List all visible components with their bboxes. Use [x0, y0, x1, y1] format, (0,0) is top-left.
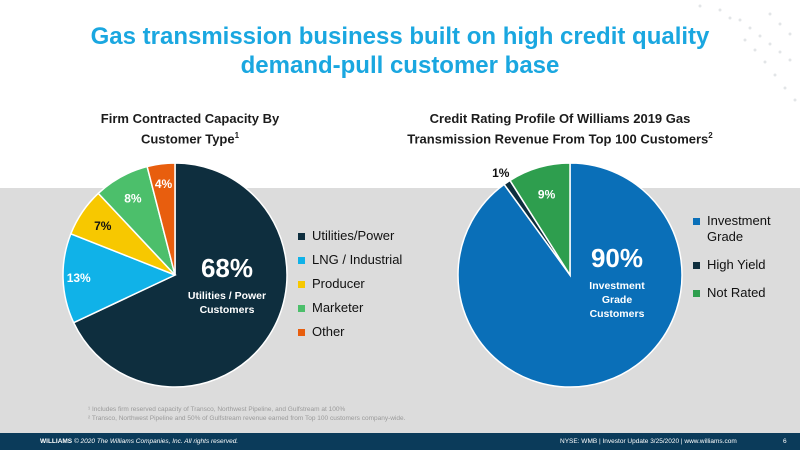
credit-rating-pie-chart: 1% 9% 90% Investment Grade Customers — [457, 162, 683, 388]
legend-label: LNG / Industrial — [312, 252, 403, 267]
center-label-2: Grade — [602, 294, 633, 306]
slice-value-label: 9% — [538, 187, 556, 201]
slice-value-label: 4% — [155, 177, 173, 191]
legend-swatch — [693, 262, 700, 269]
center-value: 68% — [201, 253, 253, 283]
left-chart-title-text: Firm Contracted Capacity By Customer Typ… — [100, 111, 280, 147]
legend-swatch — [298, 233, 305, 240]
left-chart-title-superscript: 1 — [234, 131, 240, 140]
customer-type-legend: Utilities/Power LNG / Industrial Producer M… — [298, 228, 402, 348]
slice-value-label: 8% — [124, 191, 142, 205]
center-label-1: Investment — [589, 280, 645, 292]
pie-slice-other — [146, 162, 176, 276]
pie-slice-not-rated — [508, 162, 571, 278]
legend-item: Marketer — [298, 300, 402, 316]
legend-swatch — [298, 329, 305, 336]
footer-bar: WILLIAMS © 2020 The Williams Companies, … — [0, 433, 800, 450]
right-chart-title-superscript: 2 — [708, 131, 713, 140]
legend-item: Other — [298, 324, 402, 340]
legend-item: LNG / Industrial — [298, 252, 402, 268]
page-title-line2: demand-pull customer base — [240, 52, 560, 79]
legend-label: Other — [312, 324, 345, 339]
legend-item: Not Rated — [693, 285, 793, 301]
center-label-1: Utilities / Power — [188, 290, 266, 302]
center-value: 90% — [591, 243, 643, 273]
footnote-1: ¹ Includes firm reserved capacity of Tra… — [88, 406, 346, 413]
page-title-line1: Gas transmission business built on high … — [90, 23, 710, 50]
legend-swatch — [693, 218, 700, 225]
slice-value-label: 1% — [492, 166, 510, 180]
footer-brand: WILLIAMS — [40, 438, 73, 445]
footer-copyright: © 2020 The Williams Companies, Inc. All … — [73, 438, 239, 445]
pie-slice-lng-industrial — [62, 232, 177, 324]
legend-label: Not Rated — [707, 285, 766, 300]
footnotes: ¹ Includes firm reserved capacity of Tra… — [88, 405, 405, 423]
right-chart-title: Credit Rating Profile Of Williams 2019 G… — [395, 110, 725, 147]
legend-item: Producer — [298, 276, 402, 292]
footnote-2: ² Transco, Northwest Pipeline and 50% of… — [88, 415, 406, 422]
credit-rating-legend: Investment Grade High Yield Not Rated — [693, 213, 793, 313]
legend-swatch — [298, 257, 305, 264]
decorative-dot-pattern — [698, 4, 797, 102]
legend-item: Investment Grade — [693, 213, 793, 245]
legend-label: Utilities/Power — [312, 228, 395, 243]
legend-swatch — [298, 305, 305, 312]
pie-slice-utilities-power — [72, 162, 288, 388]
legend-item: Utilities/Power — [298, 228, 402, 244]
page-number: 6 — [783, 438, 787, 445]
legend-label: Marketer — [312, 300, 364, 315]
center-label-3: Customers — [590, 308, 645, 320]
legend-swatch — [298, 281, 305, 288]
legend-label: High Yield — [707, 257, 766, 272]
slice-value-label: 7% — [94, 219, 112, 233]
left-chart-title: Firm Contracted Capacity By Customer Typ… — [90, 110, 290, 147]
legend-label: Investment Grade — [707, 213, 771, 244]
legend-swatch — [693, 290, 700, 297]
footer-left: WILLIAMS © 2020 The Williams Companies, … — [40, 433, 238, 450]
legend-item: High Yield — [693, 257, 793, 273]
slice-value-label: 13% — [67, 271, 91, 285]
customer-type-pie-chart: 13% 7% 8% 4% 68% Utilities / Power Customers — [62, 162, 288, 388]
legend-label: Producer — [312, 276, 365, 291]
right-chart-title-text: Credit Rating Profile Of Williams 2019 G… — [407, 111, 709, 147]
footer-right: NYSE: WMB | Investor Update 3/25/2020 | … — [560, 438, 737, 445]
center-label-2: Customers — [200, 304, 255, 316]
page-title: Gas transmission business built on high … — [60, 22, 740, 80]
